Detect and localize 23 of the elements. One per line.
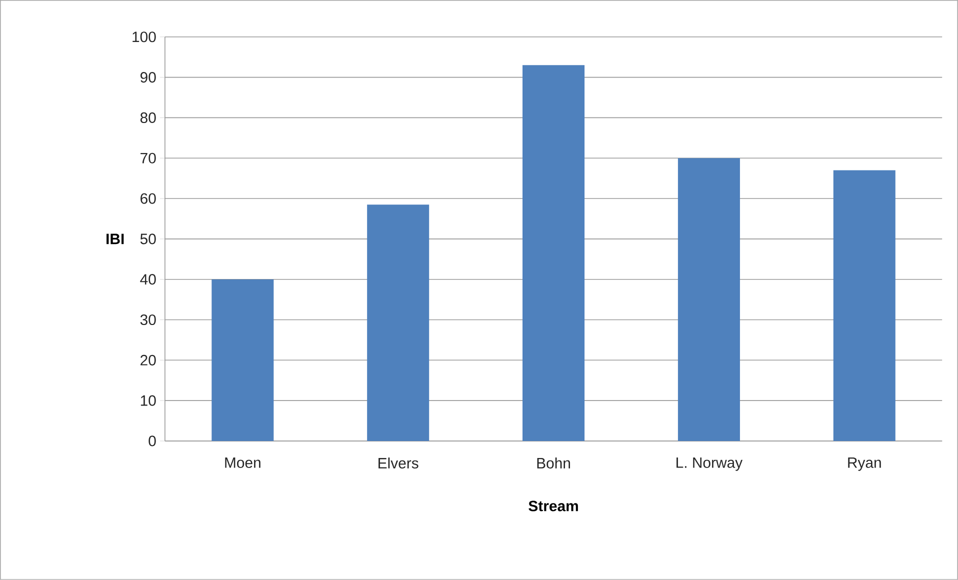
y-tick-label: 70 xyxy=(140,152,156,164)
y-axis-title: IBI xyxy=(106,234,124,244)
y-tick-label: 40 xyxy=(140,274,156,285)
y-tick-label: 80 xyxy=(140,112,156,124)
y-tick-label: 50 xyxy=(140,234,156,244)
x-tick-label: Moen xyxy=(225,458,260,468)
x-tick-label: Bohn xyxy=(537,458,570,469)
y-tick-label: 100 xyxy=(132,32,156,42)
y-tick-label: 60 xyxy=(140,193,156,204)
bar xyxy=(833,170,896,442)
bar xyxy=(212,279,274,442)
x-axis-title: Stream xyxy=(528,500,578,512)
y-tick-label: 0 xyxy=(148,436,156,446)
bar xyxy=(522,65,585,442)
x-tick-label: L. Norway xyxy=(676,458,743,471)
bar xyxy=(367,204,430,442)
bar xyxy=(678,158,740,442)
y-tick-label: 10 xyxy=(140,395,156,406)
y-tick-label: 20 xyxy=(140,354,156,366)
x-tick-label: Ryan xyxy=(848,458,881,471)
y-tick-label: 90 xyxy=(140,72,156,83)
y-tick-label: 30 xyxy=(140,314,156,326)
x-tick-label: Elvers xyxy=(378,458,418,469)
